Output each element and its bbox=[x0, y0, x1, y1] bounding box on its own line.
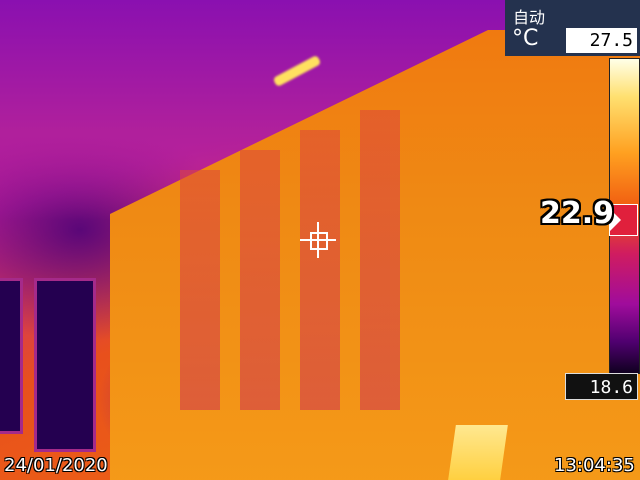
time-stamp: 13:04:35 bbox=[554, 455, 635, 476]
wall-panel bbox=[300, 130, 340, 410]
crosshair-icon bbox=[300, 222, 336, 258]
wall-panel bbox=[180, 170, 220, 410]
min-temp-value: 18.6 bbox=[565, 373, 638, 400]
window-pane bbox=[34, 278, 96, 452]
wall-panel bbox=[240, 150, 280, 410]
triangle-right-icon bbox=[609, 208, 621, 232]
unit-label: °C bbox=[512, 26, 539, 51]
wall-panel bbox=[360, 110, 400, 410]
max-temp-value: 27.5 bbox=[566, 28, 637, 53]
mode-label: 自动 bbox=[513, 8, 546, 27]
floor-light-hotspot bbox=[448, 425, 508, 480]
date-stamp: 24/01/2020 bbox=[4, 455, 108, 476]
center-temp-readout: 22.9 bbox=[540, 196, 615, 231]
window-pane bbox=[0, 278, 23, 434]
